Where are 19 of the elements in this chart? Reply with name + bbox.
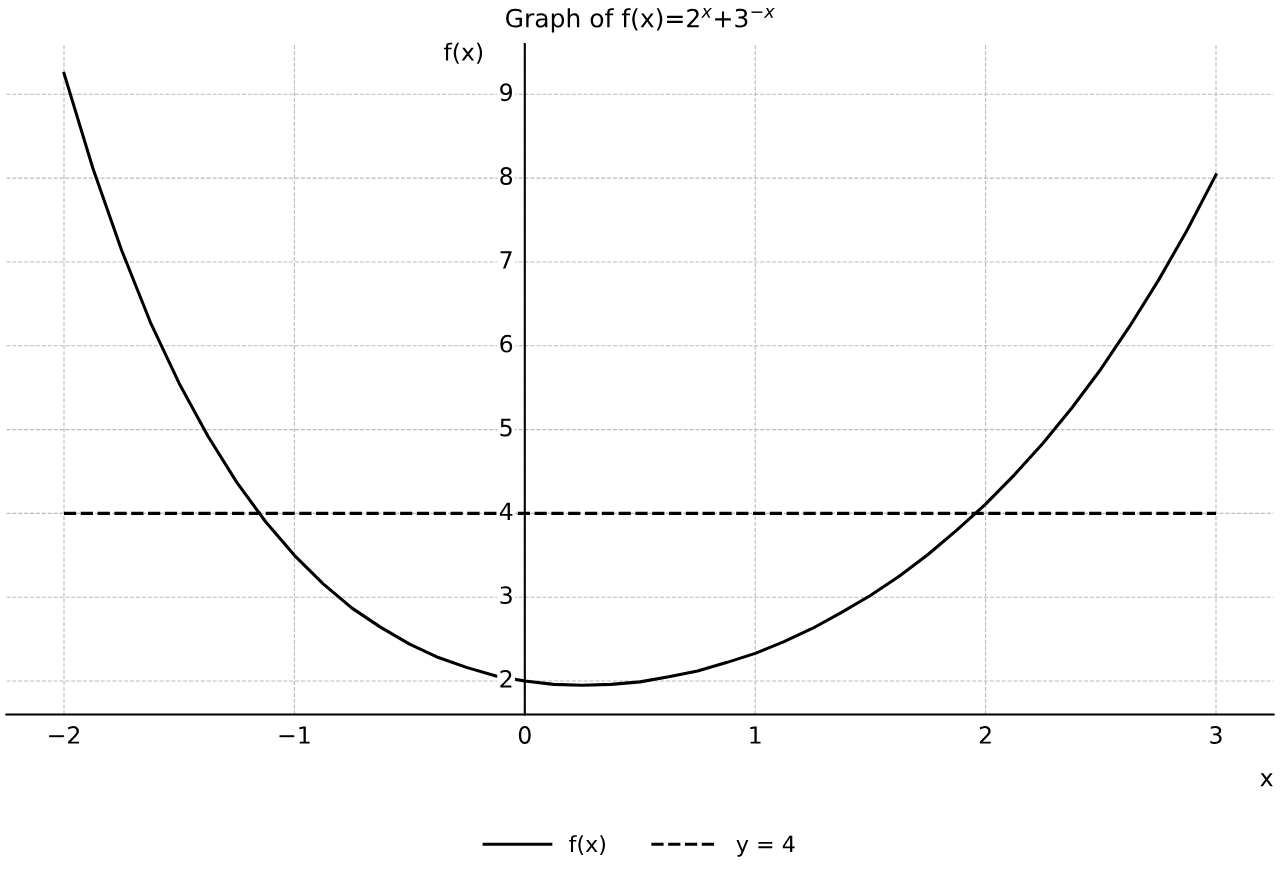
y-tick-label: 7 <box>500 251 512 269</box>
x-tick-label: 1 <box>750 726 761 744</box>
legend-label: y = 4 <box>736 835 795 857</box>
y-tick-label: 9 <box>500 83 513 102</box>
x-tick-label: −2 <box>49 726 80 744</box>
x-tick-label: −1 <box>279 726 310 744</box>
x-tick-label: 0 <box>518 726 531 744</box>
x-tick-label: 3 <box>1210 726 1222 744</box>
y-tick-label: 8 <box>500 167 513 185</box>
y-tick-label: 6 <box>500 334 513 353</box>
y-axis-title: f(x) <box>443 42 483 64</box>
x-axis-title: x <box>1260 773 1273 787</box>
y-tick-label: 5 <box>500 418 512 437</box>
y-tick-label: 3 <box>500 586 512 605</box>
x-tick-label: 2 <box>979 726 991 744</box>
legend-label: f(x) <box>569 835 606 855</box>
y-tick-label: 4 <box>499 502 513 520</box>
y-tick-label: 2 <box>500 670 512 688</box>
chart-title: Graph of f(x)=2$^{x}$+3$^{−x}$ <box>506 8 775 33</box>
